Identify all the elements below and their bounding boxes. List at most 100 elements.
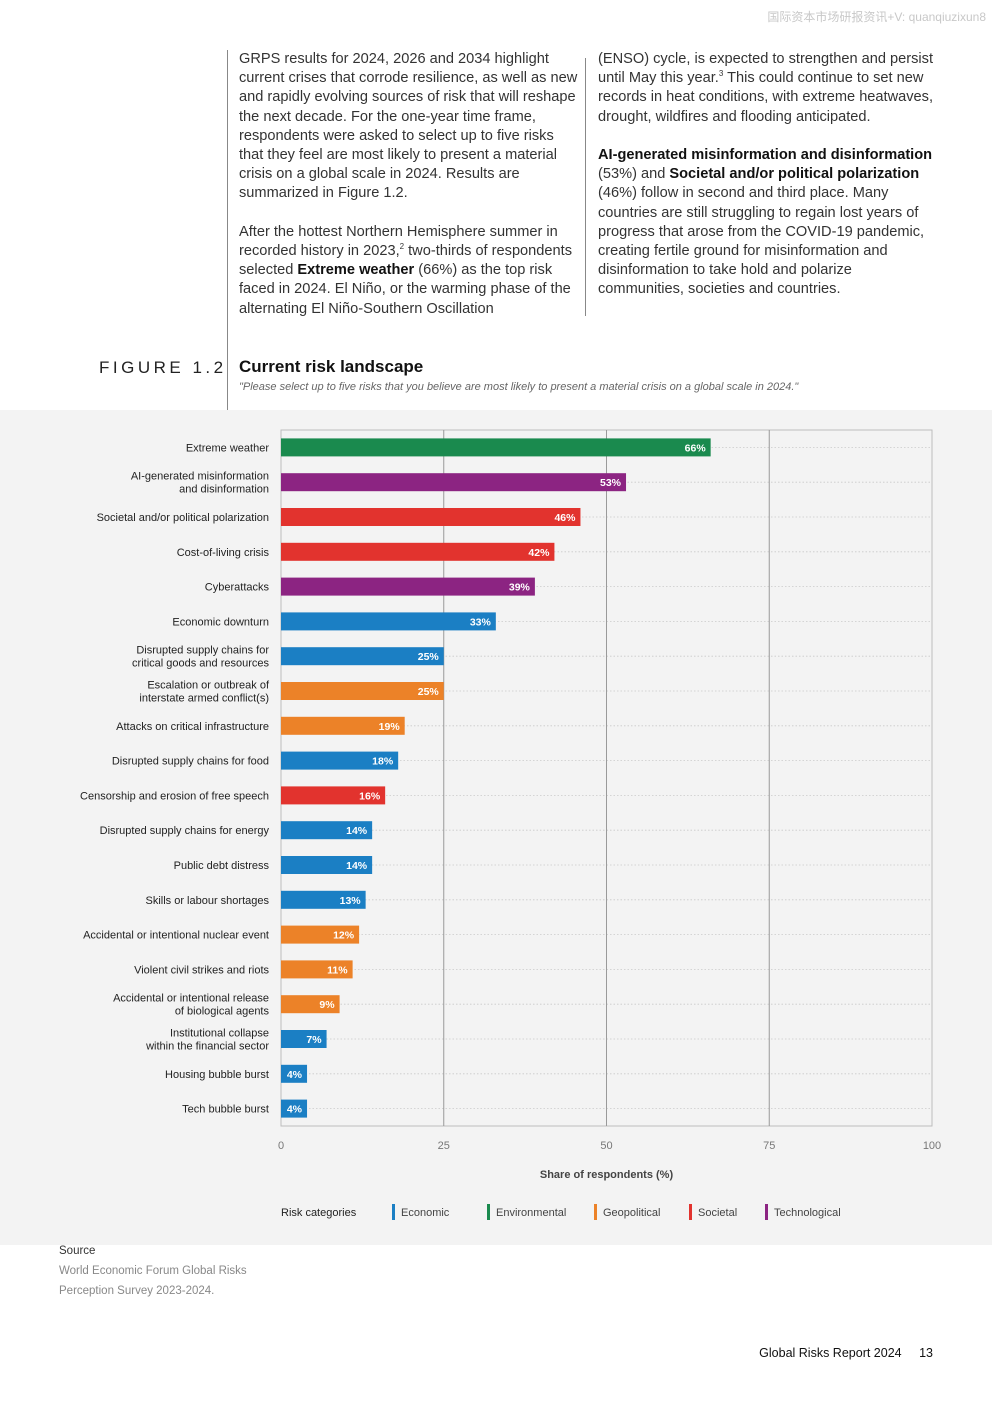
x-tick-label: 25 <box>438 1140 450 1152</box>
bar-category-label: within the financial sector <box>145 1041 269 1053</box>
bar-value-label: 39% <box>509 582 531 594</box>
bar-value-label: 33% <box>470 616 492 628</box>
bar-category-label: Tech bubble burst <box>182 1104 269 1116</box>
legend-swatch <box>392 1204 395 1220</box>
paragraph: AI-generated misinformation and disinfor… <box>598 147 933 298</box>
bar-category-label: Violent civil strikes and riots <box>134 964 269 976</box>
report-name: Global Risks Report 2024 <box>759 1346 902 1360</box>
legend-item-label: Societal <box>698 1207 737 1219</box>
emphasis: AI-generated misinformation and disinfor… <box>598 147 933 163</box>
bar-value-label: 14% <box>346 860 368 872</box>
bar-category-label: Economic downturn <box>172 616 269 628</box>
body-column-left: GRPS results for 2024, 2026 and 2034 hig… <box>239 50 579 338</box>
bar <box>281 542 555 561</box>
bar <box>281 682 444 700</box>
bar-category-label: Institutional collapse <box>170 1028 269 1040</box>
bar-chart: 66% Extreme weather 53% AI-generated misinf… <box>80 429 941 1220</box>
bar-category-label: Accidental or intentional release <box>113 993 269 1005</box>
bar-value-label: 4% <box>287 1104 303 1116</box>
source-note: Source World Economic Forum Global Risks… <box>59 1241 247 1301</box>
bar <box>281 960 353 979</box>
column-rule-left <box>227 50 228 410</box>
chart-panel: 66% Extreme weather 53% AI-generated misinf… <box>0 410 992 1245</box>
bar-category-label: interstate armed conflict(s) <box>139 693 269 705</box>
bar-category-label: Censorship and erosion of free speech <box>80 790 269 802</box>
bar <box>281 612 496 631</box>
x-tick-label: 100 <box>923 1140 941 1152</box>
bar <box>281 716 405 735</box>
legend-swatch <box>689 1204 692 1220</box>
bar-value-label: 13% <box>340 895 362 907</box>
bar-category-label: Accidental or intentional nuclear event <box>83 930 269 942</box>
bar-category-label: Disrupted supply chains for food <box>112 756 269 768</box>
bar-value-label: 4% <box>287 1069 303 1081</box>
header-watermark: 国际资本市场研报资讯+V: quanqiuzixun8 <box>767 10 986 24</box>
bar-value-label: 66% <box>685 442 707 454</box>
bar <box>281 856 373 874</box>
column-rule-middle <box>585 58 586 316</box>
legend-item-label: Environmental <box>496 1207 566 1219</box>
legend-item-label: Economic <box>401 1207 450 1219</box>
bar-category-label: critical goods and resources <box>132 658 269 670</box>
bar-value-label: 14% <box>346 825 368 837</box>
page-footer: Global Risks Report 2024 13 <box>745 1346 933 1360</box>
bar <box>281 751 399 770</box>
figure-label: FIGURE 1.2 <box>99 358 227 377</box>
x-axis-label: Share of respondents (%) <box>540 1169 674 1181</box>
bar-value-label: 19% <box>379 721 401 733</box>
bar-value-label: 25% <box>418 651 440 663</box>
bar <box>281 1099 308 1118</box>
bar-category-label: and disinformation <box>179 484 269 496</box>
bar-category-label: AI-generated misinformation <box>131 471 269 483</box>
bar <box>281 438 711 457</box>
bar-value-label: 16% <box>359 790 381 802</box>
bar-value-label: 42% <box>528 547 550 559</box>
body-column-right: (ENSO) cycle, is expected to strengthen … <box>598 50 938 319</box>
bar-value-label: 7% <box>306 1034 322 1046</box>
bar <box>281 995 340 1014</box>
bar <box>281 925 360 944</box>
x-tick-label: 0 <box>278 1140 284 1152</box>
bar <box>281 1064 308 1083</box>
legend-swatch <box>765 1204 768 1220</box>
bar-value-label: 11% <box>327 964 348 976</box>
bar-category-label: Attacks on critical infrastructure <box>116 721 269 733</box>
page-number: 13 <box>919 1346 933 1360</box>
bar <box>281 647 444 666</box>
bar-category-label: Cost-of-living crisis <box>177 547 270 559</box>
bar-category-label: of biological agents <box>175 1006 270 1018</box>
source-line: Perception Survey 2023-2024. <box>59 1285 215 1297</box>
figure-title: Current risk landscape <box>239 357 424 376</box>
bar-category-label: Societal and/or political polarization <box>97 512 269 524</box>
x-tick-label: 50 <box>600 1140 612 1152</box>
paragraph: After the hottest Northern Hemisphere su… <box>239 223 572 317</box>
bar <box>281 508 581 526</box>
legend-swatch <box>487 1204 490 1220</box>
bar-category-label: Skills or labour shortages <box>145 895 269 907</box>
footnote-ref: 2 <box>399 242 405 252</box>
legend-item-label: Geopolitical <box>603 1207 660 1219</box>
bar <box>281 577 535 596</box>
paragraph: GRPS results for 2024, 2026 and 2034 hig… <box>239 51 578 202</box>
bar <box>281 1030 327 1048</box>
bar-category-label: Public debt distress <box>174 860 270 872</box>
footnote-ref: 3 <box>718 69 724 79</box>
bar <box>281 821 373 840</box>
paragraph: (ENSO) cycle, is expected to strengthen … <box>598 51 934 125</box>
bar-category-label: Housing bubble burst <box>165 1069 269 1081</box>
bar-category-label: Disrupted supply chains for <box>136 645 269 657</box>
bar <box>281 786 386 805</box>
bar-value-label: 25% <box>418 686 440 698</box>
source-heading: Source <box>59 1245 96 1257</box>
legend-swatch <box>594 1204 597 1220</box>
emphasis: Extreme weather <box>297 262 415 279</box>
bar-category-label: Cyberattacks <box>205 582 270 594</box>
legend-item-label: Technological <box>774 1207 841 1219</box>
bar-value-label: 12% <box>333 930 355 942</box>
bar-category-label: Extreme weather <box>186 442 269 454</box>
bar <box>281 473 627 492</box>
source-line: World Economic Forum Global Risks <box>59 1265 247 1277</box>
legend-title: Risk categories <box>281 1207 357 1219</box>
bar-value-label: 46% <box>554 512 576 524</box>
bar-value-label: 18% <box>372 756 394 768</box>
